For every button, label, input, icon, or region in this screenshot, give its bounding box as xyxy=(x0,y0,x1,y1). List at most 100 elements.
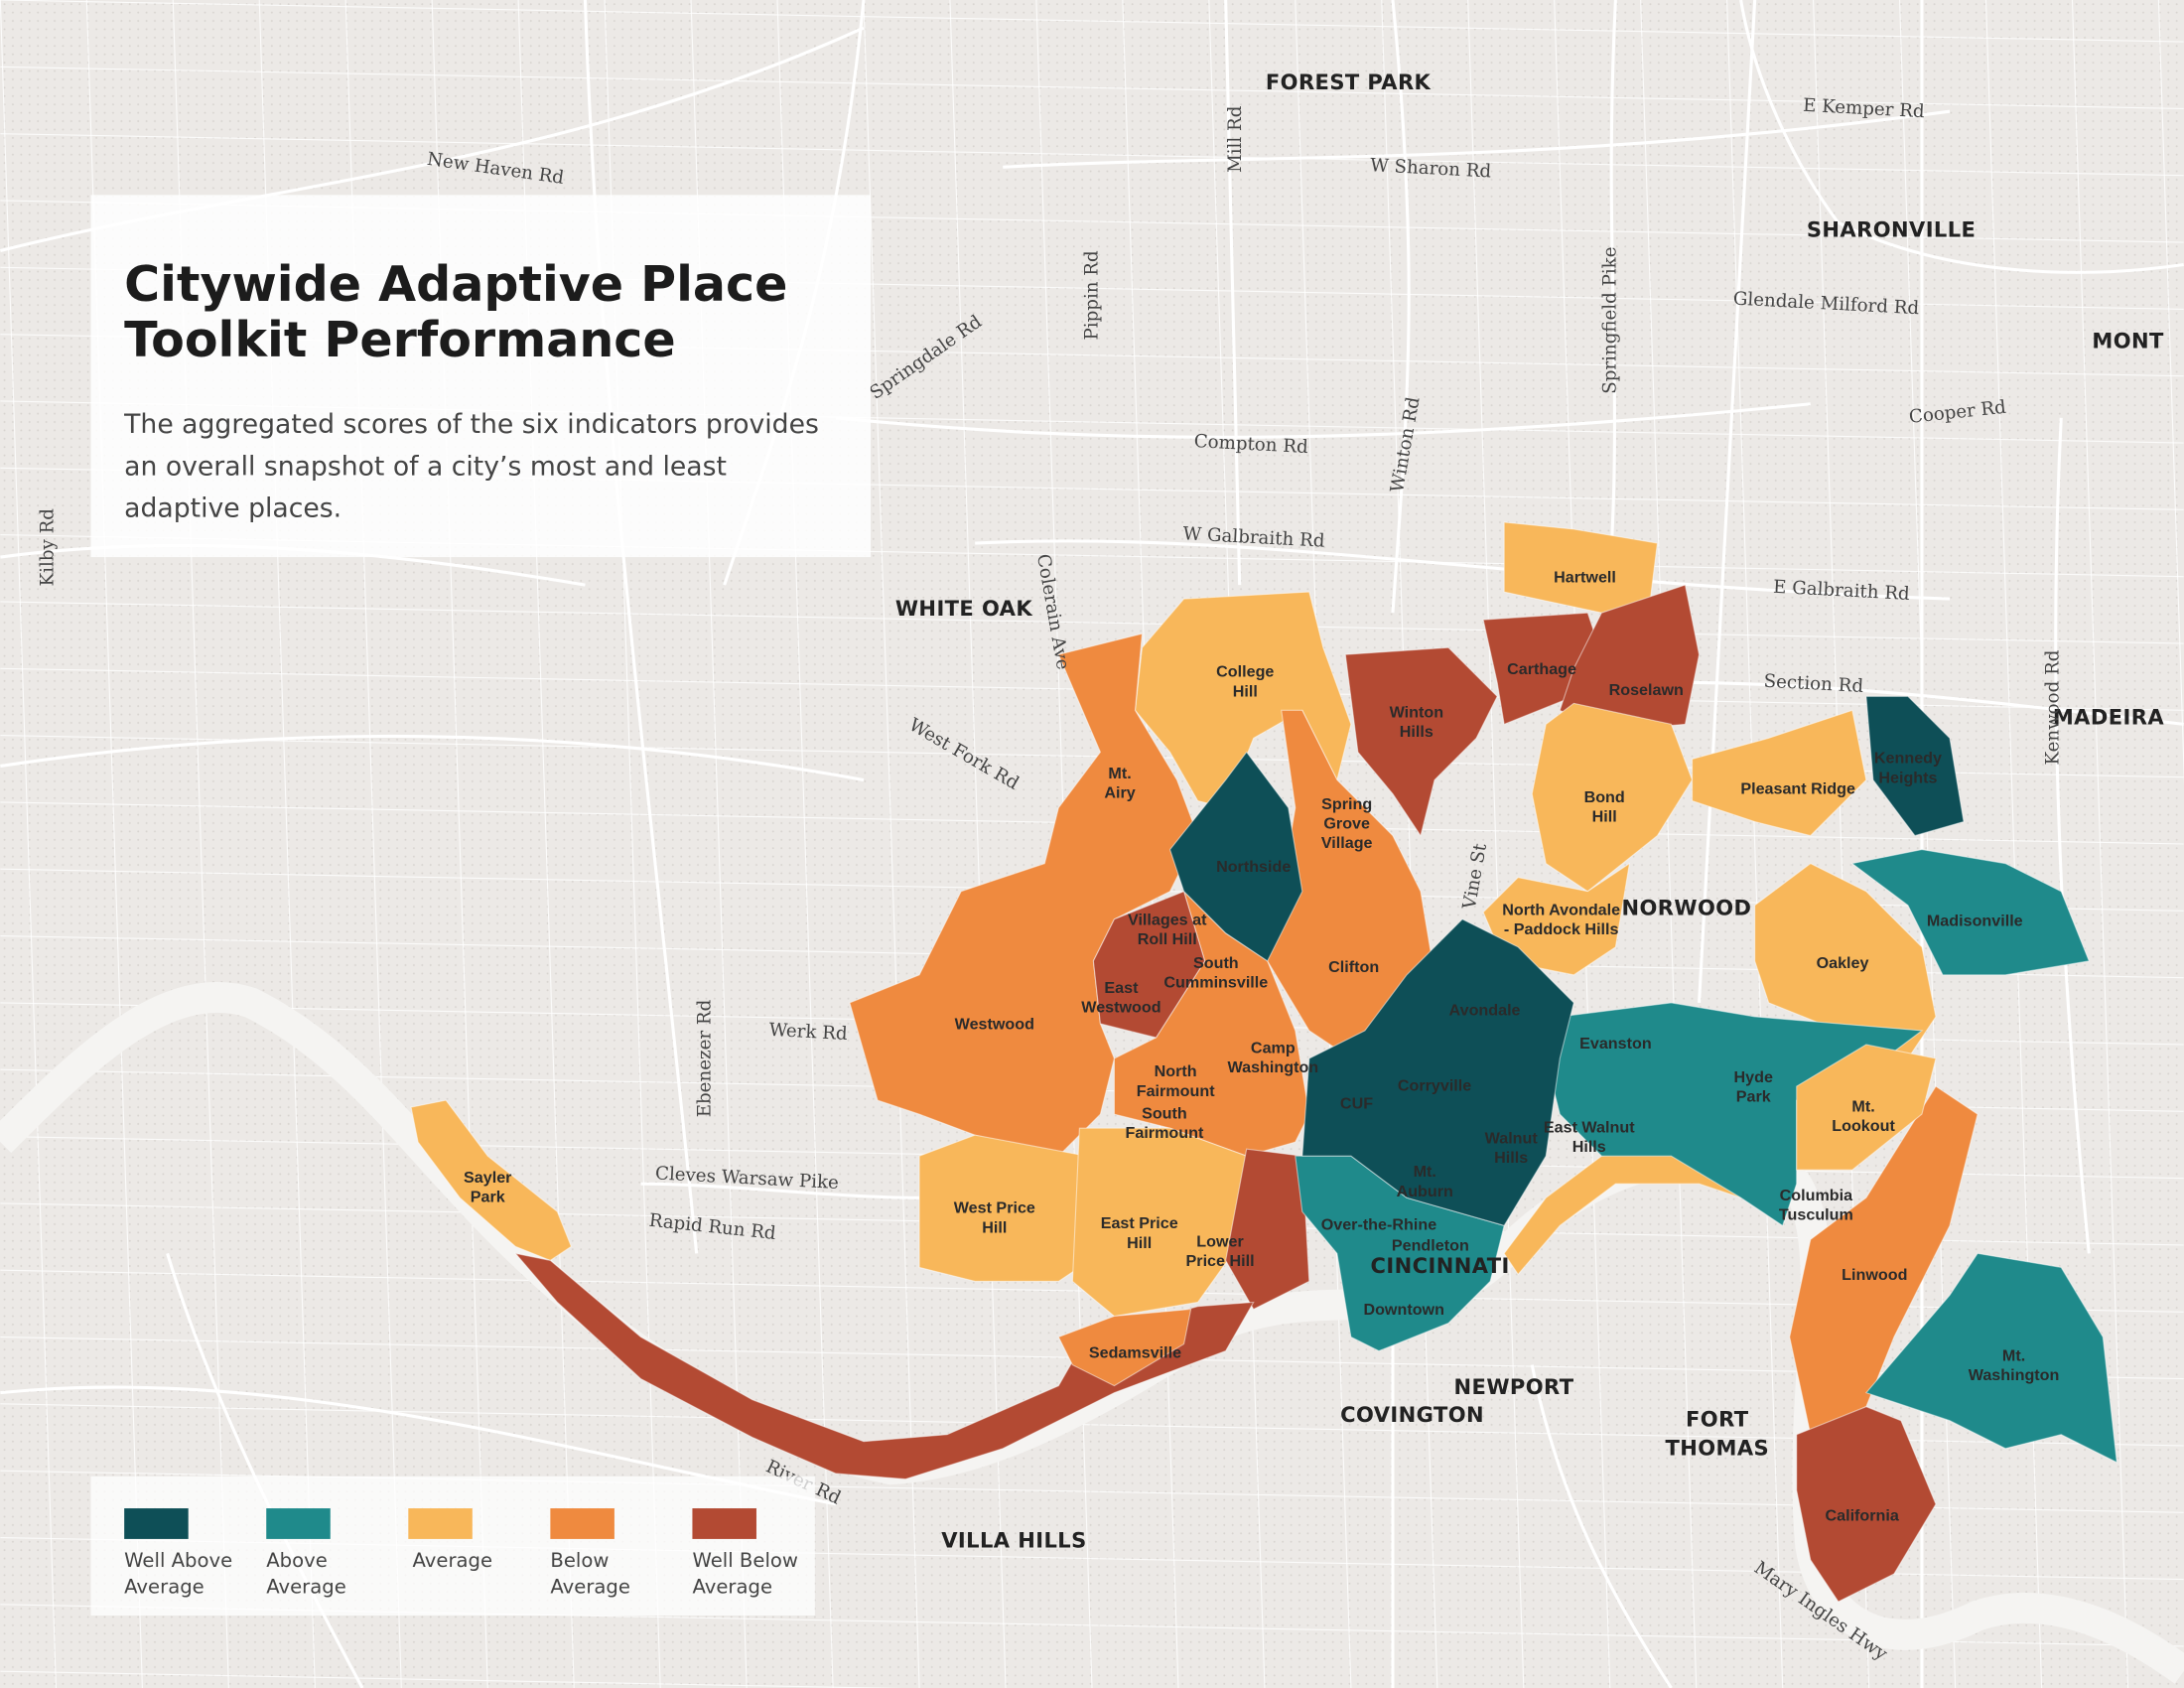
road-label: Kilby Rd xyxy=(38,508,59,587)
neighborhood-label: Cumminsville xyxy=(1163,973,1268,991)
neighborhood-label: Clifton xyxy=(1328,958,1379,976)
neighborhood-label: Mt. xyxy=(1108,765,1131,782)
neighborhood-area xyxy=(1796,1044,1937,1171)
minor-road xyxy=(863,0,920,1688)
neighborhood-label: North xyxy=(1155,1062,1197,1080)
road xyxy=(1003,109,1951,169)
road xyxy=(2054,417,2091,1254)
neighborhood-label: CUF xyxy=(1340,1095,1373,1113)
legend-label: Average xyxy=(550,1576,630,1599)
neighborhood-label: Corryville xyxy=(1398,1076,1471,1094)
neighborhood-label: East xyxy=(1104,979,1139,997)
place-label: FORT xyxy=(1686,1406,1749,1431)
minor-road xyxy=(949,0,1007,1688)
road xyxy=(975,539,1951,601)
neighborhood-label: Hills xyxy=(1494,1149,1528,1167)
neighborhood-area xyxy=(1691,709,1867,837)
road xyxy=(835,402,1811,439)
neighborhood-area xyxy=(1057,1308,1192,1387)
neighborhood-label: Washington xyxy=(1969,1366,2060,1384)
neighborhood-area xyxy=(1754,862,1937,1059)
legend: Well Above Average Above Average Average Belo… xyxy=(124,1508,798,1599)
neighborhood-label: Madisonville xyxy=(1927,913,2023,930)
neighborhood-label: California xyxy=(1825,1507,1899,1525)
labels: HartwellCarthageRoselawnCollegeHillWinto… xyxy=(38,70,2164,1665)
neighborhood-label: Avondale xyxy=(1449,1002,1521,1020)
neighborhood-label: Hill xyxy=(1233,682,1258,700)
neighborhood-area xyxy=(1850,849,2091,976)
road-label: Pippin Rd xyxy=(1082,250,1103,340)
title-panel xyxy=(90,195,871,558)
neighborhood-label: Columbia xyxy=(1780,1187,1853,1204)
place-label: WHITE OAK xyxy=(895,596,1033,621)
neighborhood-label: Park xyxy=(1736,1087,1771,1105)
neighborhood-area xyxy=(918,1134,1087,1282)
neighborhood-label: Oakley xyxy=(1817,954,1869,972)
neighborhood-label: Downtown xyxy=(1363,1301,1444,1319)
title: Toolkit Performance xyxy=(124,311,676,368)
neighborhood-label: Hill xyxy=(1592,808,1617,826)
legend-swatch xyxy=(692,1508,756,1539)
neighborhood-area xyxy=(1789,1085,1979,1436)
place-label: SHARONVILLE xyxy=(1807,216,1976,241)
neighborhood-label: Mt. xyxy=(2002,1346,2025,1364)
neighborhood-label: Mt. xyxy=(1851,1097,1874,1115)
neighborhood-label: Sedamsville xyxy=(1089,1344,1181,1362)
neighborhood-area xyxy=(410,1099,573,1262)
neighborhood-label: Pleasant Ridge xyxy=(1740,780,1855,798)
neighborhood-area xyxy=(1545,1002,1924,1227)
place-label: VILLA HILLS xyxy=(941,1527,1086,1552)
legend-label: Below xyxy=(550,1549,609,1572)
minor-road xyxy=(1640,0,1698,1688)
road xyxy=(166,1252,364,1688)
neighborhood-areas xyxy=(410,521,2118,1603)
minor-road xyxy=(0,0,2184,43)
place-label: NEWPORT xyxy=(1454,1374,1574,1399)
neighborhood-area xyxy=(1796,1406,1937,1603)
neighborhood-label: Hill xyxy=(1127,1234,1152,1252)
legend-swatch xyxy=(408,1508,473,1539)
neighborhood-label: South xyxy=(1193,954,1239,972)
neighborhood-label: Kennedy xyxy=(1874,750,1942,768)
legend-label: Average xyxy=(692,1576,772,1599)
road xyxy=(0,734,865,781)
place-label: CINCINNATI xyxy=(1371,1253,1510,1278)
minor-road xyxy=(1381,0,1438,1688)
neighborhood-label: Camp xyxy=(1251,1039,1296,1056)
neighborhood-label: Hartwell xyxy=(1554,568,1616,586)
road xyxy=(1530,1364,1673,1688)
neighborhood-area xyxy=(1225,1148,1310,1311)
neighborhood-label: Lookout xyxy=(1832,1117,1895,1135)
road-label: Ebenezer Rd xyxy=(695,999,716,1117)
legend-panel xyxy=(90,1476,815,1617)
neighborhood-label: East Walnut xyxy=(1544,1118,1635,1136)
neighborhood-label: Heights xyxy=(1878,769,1937,786)
neighborhood-label: Fairmount xyxy=(1126,1124,1204,1142)
legend-label: Above xyxy=(266,1549,328,1572)
legend-swatch xyxy=(266,1508,331,1539)
neighborhood-label: Price Hill xyxy=(1186,1252,1255,1270)
neighborhood-label: Fairmount xyxy=(1137,1082,1215,1100)
legend-label: Well Above xyxy=(124,1549,232,1572)
road-label: Mill Rd xyxy=(1225,105,1246,173)
neighborhood-label: Hill xyxy=(982,1218,1007,1236)
minor-road xyxy=(0,66,2184,109)
neighborhood-label: Washington xyxy=(1228,1058,1319,1076)
neighborhood-label: Linwood xyxy=(1842,1266,1907,1284)
subtitle: adaptive places. xyxy=(124,492,341,523)
neighborhood-label: Mt. xyxy=(1414,1163,1436,1181)
neighborhood-label: South xyxy=(1142,1104,1187,1122)
minor-road xyxy=(1467,0,1525,1688)
neighborhood-area xyxy=(1531,702,1694,893)
neighborhood-label: Evanston xyxy=(1579,1035,1652,1053)
place-label: NORWOOD xyxy=(1621,896,1751,920)
minor-road xyxy=(0,601,2184,644)
neighborhood-area xyxy=(1865,695,1965,837)
road-label: Springfield Pike xyxy=(1599,247,1620,394)
neighborhood-label: College xyxy=(1216,663,1274,681)
neighborhood-label: Auburn xyxy=(1397,1183,1453,1200)
road xyxy=(583,0,699,1254)
